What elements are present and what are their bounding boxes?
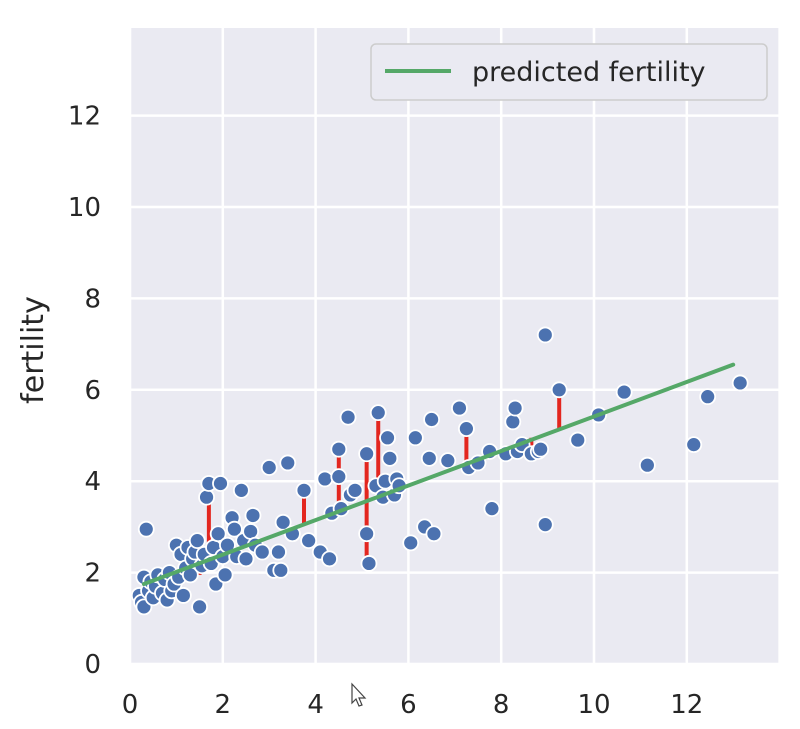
data-point — [237, 550, 255, 568]
data-point — [198, 488, 215, 506]
x-tick-label: 10 — [577, 690, 610, 720]
data-point — [321, 550, 338, 568]
data-point — [330, 440, 348, 458]
data-point — [358, 445, 376, 463]
data-point — [270, 543, 287, 561]
data-point — [225, 520, 243, 538]
data-point — [532, 440, 550, 458]
data-point — [423, 411, 441, 428]
data-point — [504, 413, 522, 431]
x-tick-label: 0 — [122, 690, 139, 720]
data-point — [369, 404, 387, 422]
data-point — [137, 520, 155, 538]
data-point — [381, 449, 399, 467]
y-axis-label: fertility — [16, 296, 51, 404]
data-point — [244, 507, 262, 524]
data-point — [439, 452, 457, 470]
data-point — [379, 429, 396, 447]
grid-lines — [128, 22, 781, 666]
data-point — [360, 555, 378, 572]
x-tick-label: 8 — [493, 690, 510, 720]
y-tick-label: 8 — [84, 284, 101, 314]
data-point — [209, 525, 227, 543]
data-point — [339, 408, 357, 426]
data-point — [615, 383, 633, 401]
data-point — [191, 598, 209, 616]
data-point — [188, 532, 206, 550]
data-point — [330, 468, 348, 486]
data-point — [569, 431, 587, 449]
data-point — [420, 449, 438, 467]
legend-box — [370, 43, 768, 101]
y-tick-labels: 0 2 4 6 8 10 12 — [68, 102, 101, 680]
mouse-cursor-icon — [351, 682, 367, 707]
data-point — [260, 459, 278, 476]
data-point — [457, 420, 475, 438]
x-tick-label: 2 — [215, 690, 232, 720]
y-tick-label: 12 — [68, 102, 101, 132]
data-point — [451, 399, 468, 417]
legend: predicted fertility — [370, 43, 768, 101]
data-point — [638, 456, 656, 474]
data-point — [274, 513, 292, 531]
data-point — [402, 534, 420, 552]
x-tick-label: 12 — [670, 690, 703, 720]
regression-line-group — [141, 362, 736, 587]
data-point — [300, 532, 318, 550]
y-tick-label: 6 — [84, 376, 101, 406]
data-point — [279, 454, 297, 472]
y-tick-label: 10 — [68, 193, 101, 223]
x-tick-label: 6 — [400, 690, 417, 720]
data-point — [242, 523, 260, 540]
data-point — [212, 475, 229, 492]
data-point — [174, 587, 192, 604]
data-point — [232, 481, 250, 499]
y-tick-label: 0 — [84, 650, 101, 680]
x-tick-labels: 0 2 4 6 8 10 12 — [122, 690, 704, 720]
data-point — [685, 436, 703, 454]
legend-label-predicted-fertility: predicted fertility — [472, 57, 706, 88]
data-point — [483, 500, 501, 518]
y-tick-label: 2 — [84, 559, 101, 589]
data-point — [358, 525, 376, 543]
data-point — [406, 429, 424, 447]
data-point — [550, 381, 568, 399]
data-point — [425, 525, 443, 543]
data-point — [316, 470, 334, 488]
data-point — [536, 326, 554, 344]
data-point — [506, 399, 524, 417]
data-point — [295, 481, 313, 499]
data-point — [699, 388, 717, 406]
data-point — [346, 481, 364, 499]
data-point — [216, 566, 234, 584]
y-tick-label: 4 — [84, 467, 101, 497]
x-tick-label: 4 — [307, 690, 324, 720]
data-point — [536, 516, 554, 534]
data-point — [272, 561, 290, 579]
data-point — [253, 543, 271, 561]
regression-line — [141, 362, 736, 587]
data-point — [731, 374, 749, 392]
